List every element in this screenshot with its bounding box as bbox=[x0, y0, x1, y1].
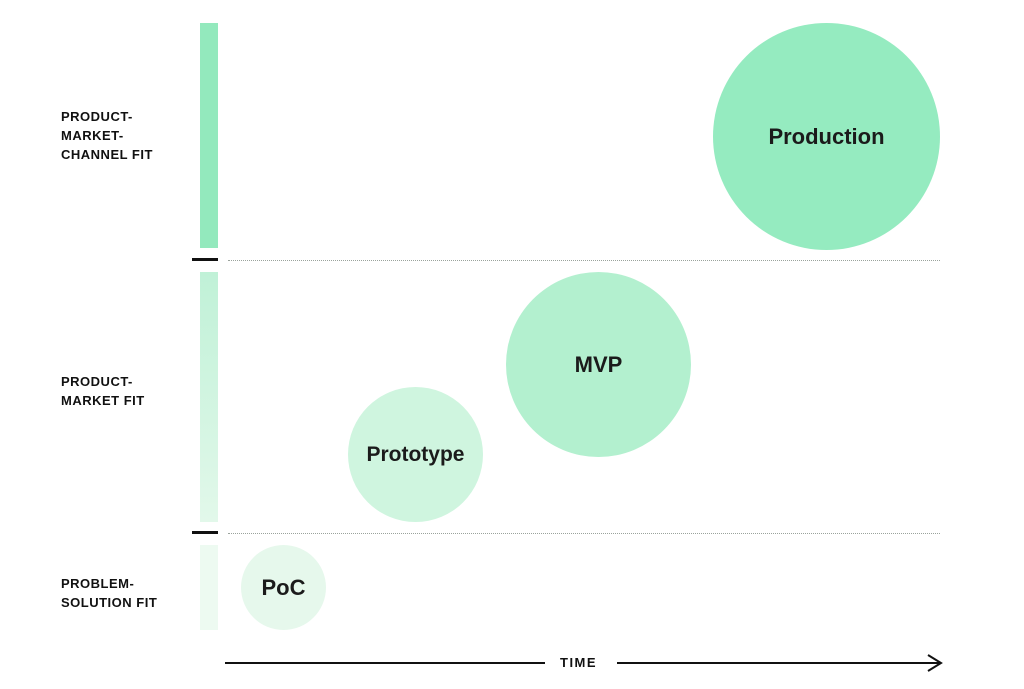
band-label-line: PROBLEM- bbox=[61, 576, 135, 591]
band-label-line: SOLUTION FIT bbox=[61, 595, 158, 610]
stage-label: MVP bbox=[574, 351, 623, 377]
time-axis-line bbox=[225, 662, 545, 664]
stage-label: PoC bbox=[261, 574, 306, 600]
stage-label: Prototype bbox=[366, 442, 465, 466]
time-axis-label: TIME bbox=[560, 655, 598, 670]
band-label-product-market-channel-fit: PRODUCT- MARKET- CHANNEL FIT bbox=[61, 107, 153, 164]
stage-bubble-production: Production bbox=[713, 23, 940, 250]
band-divider-tick bbox=[192, 258, 218, 261]
stage-bubble-mvp: MVP bbox=[506, 272, 691, 457]
band-separator-line bbox=[228, 533, 940, 534]
band-label-product-market-fit: PRODUCT- MARKET FIT bbox=[61, 372, 145, 410]
arrow-right-icon bbox=[927, 654, 943, 672]
band-bar-bottom bbox=[200, 545, 218, 630]
band-bar-middle bbox=[200, 272, 218, 522]
band-label-problem-solution-fit: PROBLEM- SOLUTION FIT bbox=[61, 574, 157, 612]
band-separator-line bbox=[228, 260, 940, 261]
stage-label: Production bbox=[768, 123, 885, 149]
time-axis-line bbox=[617, 662, 939, 664]
stage-bubble-prototype: Prototype bbox=[348, 387, 483, 522]
band-label-line: PRODUCT- bbox=[61, 374, 133, 389]
stage-bubble-poc: PoC bbox=[241, 545, 326, 630]
band-divider-tick bbox=[192, 531, 218, 534]
band-bar-top bbox=[200, 23, 218, 248]
band-label-line: CHANNEL FIT bbox=[61, 147, 153, 162]
band-label-line: MARKET- bbox=[61, 128, 124, 143]
band-label-line: MARKET FIT bbox=[61, 393, 145, 408]
band-label-line: PRODUCT- bbox=[61, 109, 133, 124]
